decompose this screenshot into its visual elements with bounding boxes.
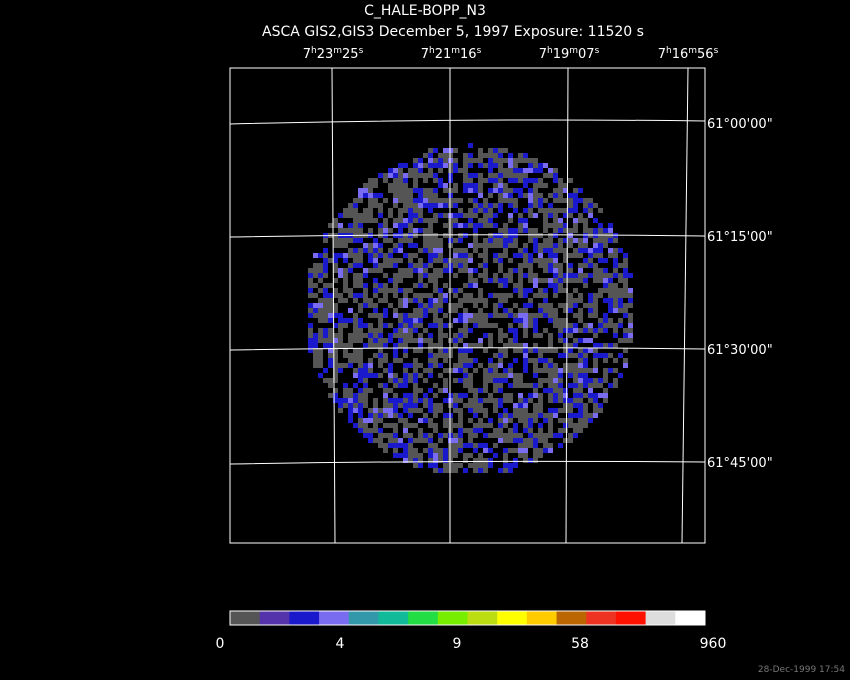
- ra-value: 7: [421, 47, 429, 62]
- ra-unit: m: [451, 46, 460, 56]
- image-pixels: [313, 148, 633, 463]
- colorbar-label: 960: [700, 636, 727, 652]
- ra-unit: h: [547, 46, 553, 56]
- ra-value: 23: [317, 47, 334, 62]
- ra-value: 07: [578, 47, 595, 62]
- colorbar-swatch: [467, 611, 498, 625]
- ra-unit: m: [569, 46, 578, 56]
- image: [308, 143, 633, 473]
- ra-value: 21: [435, 47, 452, 62]
- title: C_HALE-BOPP_N3: [364, 3, 486, 19]
- ra-value: 25: [342, 47, 359, 62]
- colorbar-swatch: [526, 611, 558, 625]
- colorbar-swatch: [348, 611, 379, 625]
- ra-unit: m: [688, 46, 697, 56]
- colorbar-label: 4: [336, 636, 345, 652]
- ra-value: 7: [539, 47, 547, 62]
- dec-label: 61°00'00": [707, 117, 773, 132]
- grid: [229, 67, 706, 544]
- dec-label: 61°45'00": [707, 456, 773, 471]
- ra-label: 7h21m16s: [421, 46, 482, 62]
- ra-value: 19: [553, 47, 570, 62]
- grid-line: [229, 234, 706, 238]
- colorbar-swatch: [556, 611, 587, 625]
- ra-value: 16: [672, 47, 689, 62]
- colorbar-label: 58: [571, 636, 589, 652]
- timestamp: 28-Dec-1999 17:54: [758, 665, 845, 675]
- grid-line: [565, 67, 569, 544]
- grid-line: [681, 67, 689, 544]
- dec-label: 61°15'00": [707, 230, 773, 245]
- colorbar-swatch: [615, 611, 647, 625]
- colorbar-swatch: [319, 611, 350, 625]
- ra-label: 7h23m25s: [303, 46, 364, 62]
- ra-unit: h: [311, 46, 317, 56]
- ra-value: 7: [303, 47, 311, 62]
- ra-unit: s: [359, 46, 364, 56]
- colorbar-frame: [229, 610, 706, 626]
- ra-unit: h: [666, 46, 672, 56]
- colorbar-label: 9: [453, 636, 462, 652]
- colorbar-swatch: [437, 611, 468, 625]
- colorbar-swatch: [378, 611, 409, 625]
- grid-line: [331, 67, 336, 544]
- dec-labels: 61°00'00" 61°15'00" 61°30'00" 61°45'00": [707, 117, 773, 471]
- colorbar-swatch: [230, 611, 261, 625]
- colorbar-swatch: [497, 611, 528, 625]
- ra-label: 7h19m07s: [539, 46, 600, 62]
- grid-line: [229, 347, 706, 351]
- colorbar-swatch: [645, 611, 676, 625]
- ra-unit: h: [429, 46, 435, 56]
- ra-value: 56: [697, 47, 714, 62]
- ra-value: 7: [658, 47, 666, 62]
- ra-labels: 7h23m25s 7h21m16s 7h19m07s 7h16m56s: [303, 46, 719, 62]
- image-pixels: [308, 148, 633, 473]
- frame: [229, 67, 706, 544]
- colorbar-label: 0: [216, 636, 225, 652]
- colorbar-swatch: [289, 611, 320, 625]
- ra-label: 7h16m56s: [658, 46, 719, 62]
- ra-unit: s: [714, 46, 719, 56]
- grid-line: [229, 119, 706, 125]
- colorbar: 0 4 9 58 960: [216, 610, 727, 652]
- grid-line: [229, 460, 706, 465]
- ra-unit: s: [477, 46, 482, 56]
- image-pixels: [308, 143, 633, 473]
- subtitle: ASCA GIS2,GIS3 December 5, 1997 Exposure…: [262, 24, 644, 40]
- colorbar-swatch: [675, 611, 706, 625]
- ra-unit: s: [595, 46, 600, 56]
- dec-label: 61°30'00": [707, 343, 773, 358]
- colorbar-swatch: [408, 611, 439, 625]
- ra-value: 16: [460, 47, 477, 62]
- colorbar-swatch: [586, 611, 617, 625]
- ra-unit: m: [333, 46, 342, 56]
- colorbar-swatch: [259, 611, 290, 625]
